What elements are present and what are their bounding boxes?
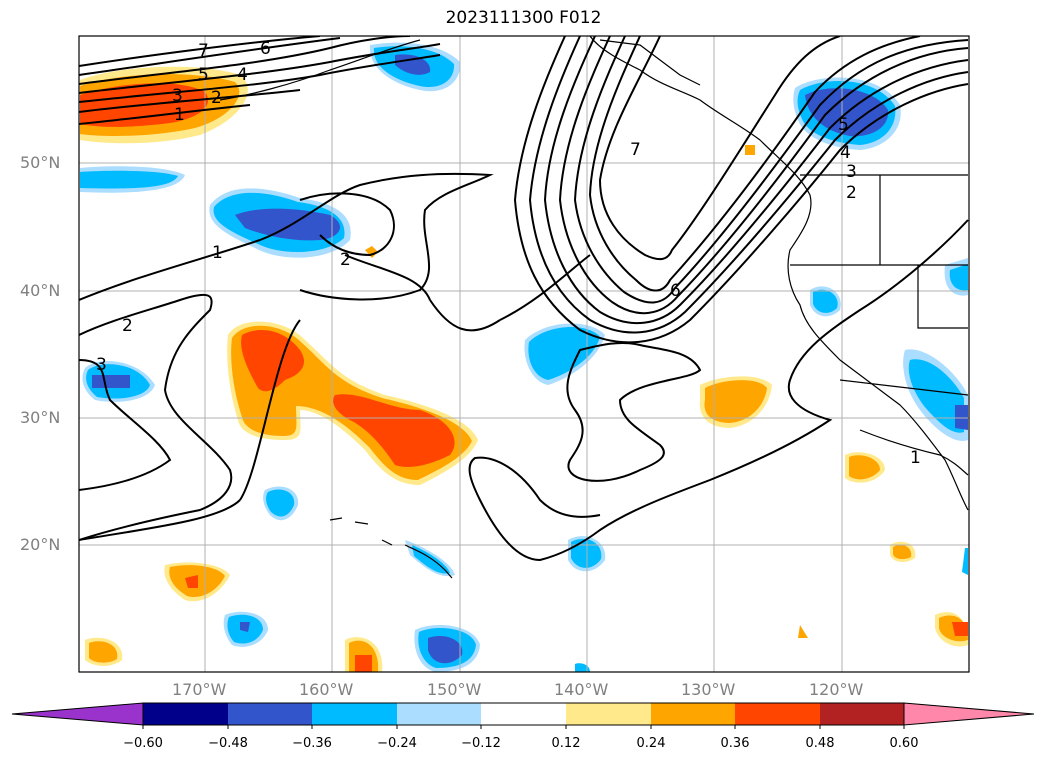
lat-label: 50°N: [20, 153, 61, 172]
contour-label: 1: [910, 448, 921, 468]
contour-label: 7: [630, 140, 641, 160]
colorbar-tick-label: 0.48: [805, 736, 835, 751]
lat-label: 30°N: [20, 408, 61, 427]
contour-label: 2: [340, 250, 351, 270]
colorbar-bin: [397, 703, 481, 725]
colorbar-tick-label: −0.60: [123, 736, 163, 751]
contour-label: 7: [198, 41, 209, 61]
colorbar-tick-label: 0.24: [636, 736, 666, 751]
shaded-anomalies: [80, 42, 968, 672]
contour-label: 5: [838, 115, 849, 135]
contour-label: 6: [670, 281, 681, 301]
lat-label: 20°N: [20, 535, 61, 554]
colorbar-extend-max: [903, 702, 1035, 726]
colorbar-bin: [143, 703, 228, 725]
coastlines: [219, 36, 969, 579]
colorbar-bin: [481, 703, 566, 725]
contour-label: 2: [846, 183, 857, 203]
lon-label: 120°W: [809, 680, 864, 699]
lon-label: 130°W: [681, 680, 736, 699]
trough-contours: [468, 36, 969, 562]
colorbar-tick-label: −0.12: [461, 736, 501, 751]
colorbar-bin: [312, 703, 397, 725]
colorbar-tick-label: 0.60: [889, 736, 919, 751]
contour-label: 1: [174, 105, 185, 125]
colorbar: [11, 702, 1035, 729]
contour-labels: 7 6 5 4 3 2 1 1 2 2 3 6 7 5 4 3 2 1: [96, 39, 921, 468]
contour-label: 6: [260, 39, 271, 59]
lon-label: 170°W: [172, 680, 227, 699]
colorbar-bin: [735, 703, 820, 725]
lon-label: 150°W: [427, 680, 482, 699]
colorbar-bin: [651, 703, 735, 725]
colorbar-tick-label: −0.48: [208, 736, 248, 751]
colorbar-extend-min: [11, 702, 144, 726]
contour-label: 1: [212, 243, 223, 263]
map-title: 2023111300 F012: [445, 8, 602, 28]
contour-label: 2: [122, 316, 133, 336]
colorbar-bin: [228, 703, 312, 725]
colorbar-tick-label: 0.12: [551, 736, 581, 751]
contour-label: 3: [172, 86, 183, 106]
lat-label: 40°N: [20, 281, 61, 300]
contour-label: 4: [237, 65, 248, 85]
colorbar-tick-label: 0.36: [720, 736, 750, 751]
contour-lines: [79, 36, 591, 541]
contour-label: 2: [211, 88, 222, 108]
lon-label: 140°W: [554, 680, 609, 699]
plot-frame: [78, 35, 970, 673]
contour-label: 5: [198, 65, 209, 85]
contour-label: 3: [846, 162, 857, 182]
contour-label: 3: [96, 355, 107, 375]
colorbar-tick-label: −0.36: [292, 736, 332, 751]
colorbar-tick-label: −0.24: [377, 736, 417, 751]
colorbar-bin: [820, 703, 904, 725]
colorbar-bin: [566, 703, 651, 725]
contour-label: 4: [840, 143, 851, 163]
lon-label: 160°W: [299, 680, 354, 699]
